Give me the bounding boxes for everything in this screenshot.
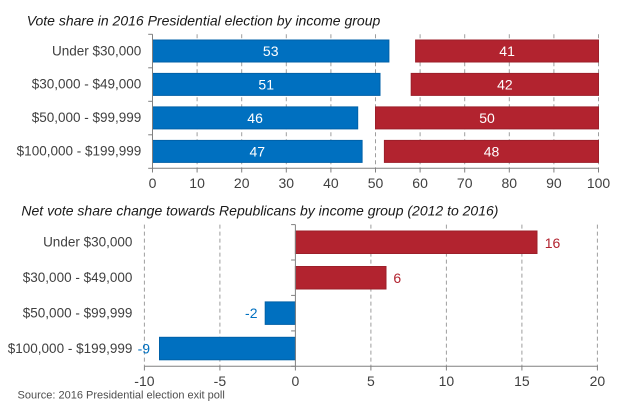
svg-text:$50,000 - $99,999: $50,000 - $99,999 xyxy=(32,110,142,125)
svg-text:53: 53 xyxy=(263,43,279,59)
svg-text:10: 10 xyxy=(189,175,205,191)
svg-text:42: 42 xyxy=(497,76,513,92)
svg-text:$30,000 - $49,000: $30,000 - $49,000 xyxy=(23,270,133,285)
svg-text:51: 51 xyxy=(258,76,274,92)
svg-text:Net vote share change towards: Net vote share change towards Republican… xyxy=(21,203,498,219)
svg-text:-9: -9 xyxy=(138,341,151,357)
svg-text:46: 46 xyxy=(247,110,263,126)
svg-text:50: 50 xyxy=(368,175,384,191)
svg-text:$100,000 - $199,999: $100,000 - $199,999 xyxy=(8,341,133,356)
svg-text:40: 40 xyxy=(323,175,339,191)
svg-text:-5: -5 xyxy=(214,373,227,389)
svg-text:-10: -10 xyxy=(134,373,154,389)
svg-text:Vote share in 2016 Presidentia: Vote share in 2016 Presidential election… xyxy=(27,13,381,29)
svg-text:10: 10 xyxy=(439,373,455,389)
svg-text:90: 90 xyxy=(546,175,562,191)
svg-text:20: 20 xyxy=(234,175,250,191)
svg-text:$30,000 - $49,000: $30,000 - $49,000 xyxy=(32,77,142,92)
svg-text:50: 50 xyxy=(479,110,495,126)
svg-text:30: 30 xyxy=(279,175,295,191)
svg-text:41: 41 xyxy=(499,43,515,59)
svg-text:80: 80 xyxy=(502,175,518,191)
svg-text:Source: 2016 Presidential elec: Source: 2016 Presidential election exit … xyxy=(18,390,225,402)
svg-text:$50,000 - $99,999: $50,000 - $99,999 xyxy=(23,305,133,320)
svg-text:70: 70 xyxy=(457,175,473,191)
svg-text:Under $30,000: Under $30,000 xyxy=(52,43,141,58)
svg-text:0: 0 xyxy=(149,175,157,191)
svg-text:48: 48 xyxy=(484,143,500,159)
svg-text:0: 0 xyxy=(292,373,300,389)
svg-text:100: 100 xyxy=(587,175,611,191)
svg-text:$100,000 - $199,999: $100,000 - $199,999 xyxy=(17,144,142,159)
svg-text:47: 47 xyxy=(250,143,266,159)
svg-text:Under $30,000: Under $30,000 xyxy=(43,235,132,250)
svg-text:20: 20 xyxy=(590,373,606,389)
svg-text:15: 15 xyxy=(514,373,530,389)
svg-text:16: 16 xyxy=(545,235,561,251)
svg-text:-2: -2 xyxy=(245,305,258,321)
svg-text:5: 5 xyxy=(367,373,375,389)
svg-text:6: 6 xyxy=(393,270,401,286)
svg-text:60: 60 xyxy=(412,175,428,191)
